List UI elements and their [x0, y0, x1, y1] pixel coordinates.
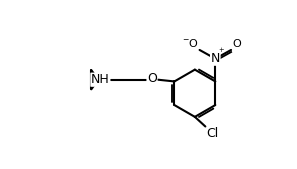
Text: O: O: [147, 72, 157, 85]
Text: $^{+}$: $^{+}$: [218, 47, 225, 57]
Text: N: N: [211, 52, 220, 65]
Text: NH: NH: [91, 73, 110, 86]
Text: $^{-}$O: $^{-}$O: [182, 37, 199, 49]
Text: Cl: Cl: [206, 127, 219, 140]
Text: O: O: [232, 39, 241, 49]
